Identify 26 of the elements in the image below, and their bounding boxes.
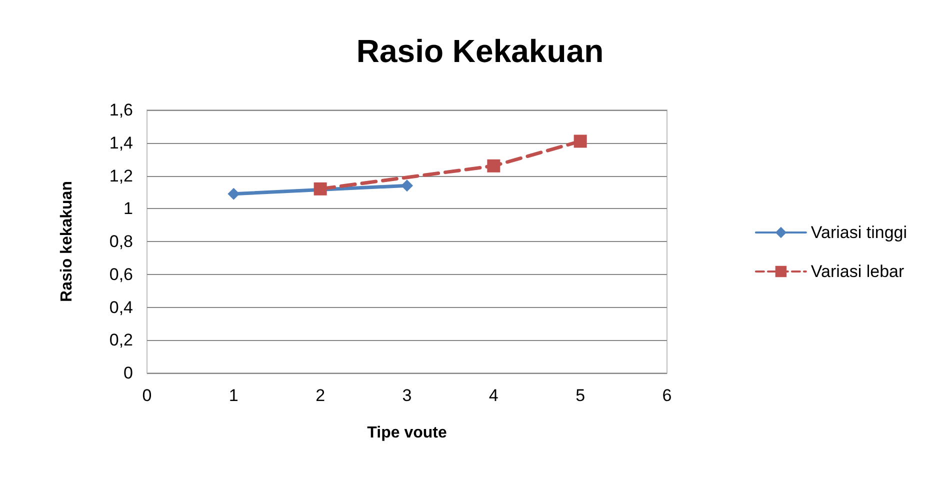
point [487,159,500,172]
y-axis-title: Rasio kekakuan [58,181,76,302]
y-tick-label: 0,2 [109,330,133,350]
y-tick-label: 0,4 [109,298,133,317]
x-tick-label: 0 [142,386,152,405]
y-tick-label: 0,6 [109,264,133,284]
point [574,134,587,148]
x-tick-label: 3 [402,386,412,405]
x-tick-label: 1 [228,386,238,405]
y-tick-label: 1 [124,199,133,218]
point [314,182,327,196]
point [401,180,413,192]
point [228,188,240,200]
chart-title: Rasio Kekakuan [356,33,604,69]
x-tick-label: 6 [662,386,672,405]
y-tick-label: 1,6 [109,100,133,120]
x-tick-label: 5 [576,386,586,405]
y-tick-label: 0 [124,364,133,382]
x-tick-label: 4 [488,386,498,405]
y-tick-label: 0,8 [109,232,133,251]
y-tick-label: 1,4 [109,133,133,152]
x-axis-title: Tipe voute [367,424,447,442]
y-tick-label: 1,2 [109,166,133,186]
legend-label: Variasi lebar [810,262,904,281]
legend-label: Variasi tinggi [810,223,908,242]
x-tick-label: 2 [316,386,326,405]
